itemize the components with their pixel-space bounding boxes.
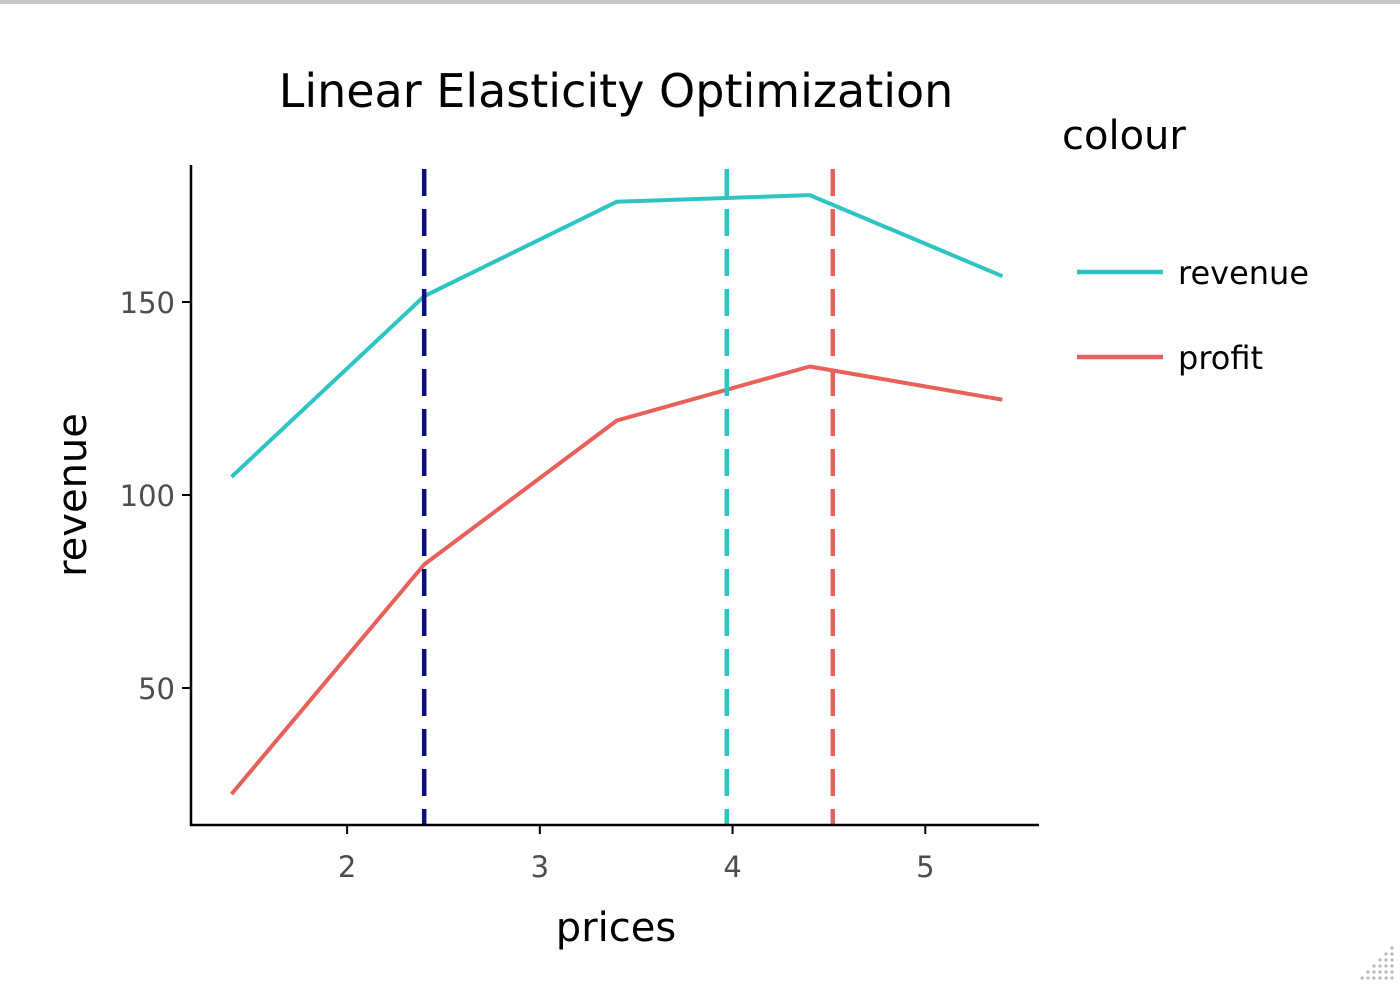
revenue-line — [230, 193, 1004, 479]
x-tick-label: 3 — [531, 850, 549, 884]
y-tick-label: 50 — [138, 672, 175, 706]
profit-line — [229, 364, 1003, 796]
x-tick-label: 4 — [723, 850, 741, 884]
plot-area: 2 3 4 5 50 100 150 — [120, 165, 1039, 884]
legend-label-profit: profit — [1178, 339, 1263, 377]
legend-title: colour — [1062, 113, 1186, 159]
y-axis-title: revenue — [50, 413, 96, 577]
legend-label-revenue: revenue — [1178, 254, 1309, 292]
chart-title: Linear Elasticity Optimization — [279, 64, 954, 118]
window-top-border — [0, 0, 1400, 4]
x-tick-label: 5 — [916, 850, 934, 884]
y-tick-label: 100 — [120, 479, 175, 513]
x-axis-title: prices — [556, 905, 676, 951]
y-tick-label: 150 — [120, 286, 175, 320]
resize-grip-icon[interactable] — [1358, 942, 1396, 980]
legend: revenue profit — [1077, 254, 1309, 377]
x-tick-label: 2 — [338, 850, 356, 884]
